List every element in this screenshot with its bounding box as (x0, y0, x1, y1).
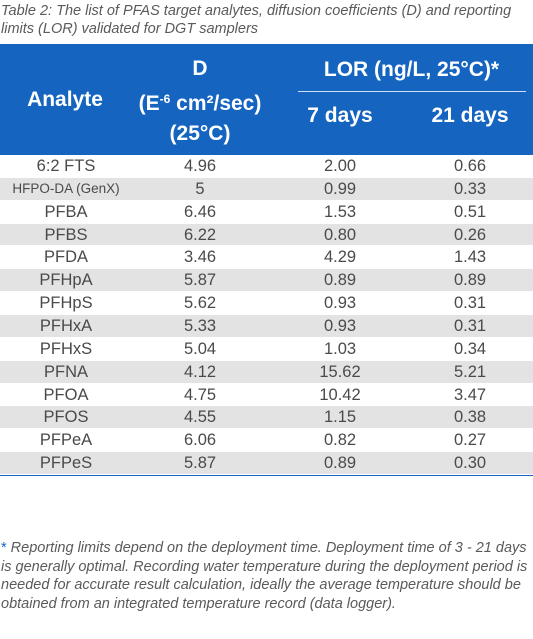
cell-lor-21: 0.26 (453, 225, 487, 244)
cell-analyte: PFOS (43, 408, 89, 427)
cell-lor-7: 0.93 (323, 317, 357, 336)
table-row: PFBS 6.22 0.80 0.26 (0, 223, 533, 247)
header-21-days: 21 days (431, 104, 509, 127)
header-analyte: Analyte (27, 88, 103, 111)
cell-lor-7: 1.03 (323, 339, 357, 358)
cell-lor-21: 0.31 (453, 294, 487, 313)
header-d-unit-suffix: cm²/sec) (170, 92, 262, 115)
cell-lor-7: 15.62 (319, 362, 361, 381)
cell-lor-7: 4.29 (323, 248, 357, 267)
cell-lor-7: 0.89 (323, 454, 357, 473)
footnote: * Reporting limits depend on the deploym… (0, 539, 533, 613)
cell-analyte: PFHxS (39, 339, 93, 358)
cell-lor-21: 3.47 (453, 385, 487, 404)
table-row: PFHpS 5.62 0.93 0.31 (0, 292, 533, 316)
cell-analyte: PFHpA (39, 271, 93, 290)
cell-d: 4.96 (183, 157, 217, 175)
cell-lor-7: 0.93 (323, 294, 357, 313)
cell-lor-7: 1.53 (323, 202, 357, 221)
cell-lor-7: 2.00 (323, 157, 357, 175)
cell-lor-21: 0.51 (453, 202, 487, 221)
table-row: PFHpA 5.87 0.89 0.89 (0, 269, 533, 293)
cell-d: 5 (195, 179, 205, 198)
cell-analyte: 6:2 FTS (36, 157, 96, 175)
cell-lor-7: 1.15 (323, 408, 357, 427)
cell-lor-7: 0.82 (323, 431, 357, 450)
cell-d: 3.46 (183, 248, 217, 267)
cell-d: 4.55 (183, 408, 217, 427)
cell-d: 4.75 (183, 385, 217, 404)
cell-analyte: PFHpS (39, 294, 93, 313)
cell-d: 5.87 (183, 454, 217, 473)
cell-analyte: PFDA (43, 248, 88, 267)
cell-d: 5.04 (183, 339, 217, 358)
table-row: 6:2 FTS 4.96 2.00 0.66 (0, 155, 533, 178)
table-row: HFPO-DA (GenX) 5 0.99 0.33 (0, 177, 533, 201)
header-d-unit-prefix: (E (138, 92, 160, 115)
cell-d: 5.87 (183, 271, 217, 290)
footnote-text: Reporting limits depend on the deploymen… (1, 540, 528, 612)
cell-lor-7: 0.89 (323, 271, 357, 290)
table-body: 6:2 FTS 4.96 2.00 0.66 HFPO-DA (GenX) 5 0.99 0… (0, 155, 533, 477)
cell-d: 5.33 (183, 317, 217, 336)
table-row: PFPeS 5.87 0.89 0.30 (0, 452, 533, 476)
cell-lor-21: 0.27 (453, 431, 487, 450)
cell-analyte: PFNA (43, 362, 88, 381)
pfas-table: Analyte D (E-6 cm²/sec) (25°C) LOR (ng/L… (0, 44, 533, 477)
table-row: PFHxS 5.04 1.03 0.34 (0, 337, 533, 361)
header-diffusion-coefficient: D (E-6 cm²/sec) (25°C) (125, 54, 275, 149)
cell-d: 4.12 (183, 362, 217, 381)
table-row: PFPeA 6.06 0.82 0.27 (0, 429, 533, 453)
cell-lor-21: 0.89 (453, 271, 487, 290)
cell-d: 6.06 (183, 431, 217, 450)
cell-analyte: HFPO-DA (GenX) (12, 180, 120, 196)
cell-d: 6.46 (183, 202, 217, 221)
cell-lor-21: 0.33 (453, 179, 487, 198)
cell-lor-21: 0.66 (453, 157, 487, 175)
cell-d: 5.62 (183, 294, 217, 313)
table-caption: Table 2: The list of PFAS target analyte… (1, 3, 512, 37)
table-row: PFHxA 5.33 0.93 0.31 (0, 315, 533, 338)
header-d-unit: (E-6 cm²/sec) (125, 84, 275, 119)
table-row: PFOA 4.75 10.42 3.47 (0, 383, 533, 407)
cell-lor-7: 0.99 (323, 179, 357, 198)
cell-analyte: PFBA (44, 202, 88, 221)
cell-analyte: PFPeA (39, 431, 93, 450)
header-d-temperature: (25°C) (169, 122, 231, 145)
header-lor-divider (298, 91, 526, 92)
table-row: PFNA 4.12 15.62 5.21 (0, 360, 533, 384)
cell-analyte: PFOA (43, 385, 89, 404)
header-d-unit-exponent: -6 (159, 92, 171, 106)
cell-lor-7: 10.42 (319, 385, 361, 404)
cell-lor-21: 5.21 (453, 362, 487, 381)
header-7-days: 7 days (307, 104, 373, 127)
cell-analyte: PFPeS (39, 454, 93, 473)
cell-analyte: PFBS (44, 225, 88, 244)
cell-d: 6.22 (183, 225, 217, 244)
cell-lor-21: 0.34 (453, 339, 487, 358)
header-lor: LOR (ng/L, 25°C)* (323, 58, 500, 81)
cell-lor-21: 0.30 (453, 454, 487, 473)
header-d-symbol: D (192, 57, 208, 80)
cell-analyte: PFHxA (39, 317, 93, 336)
table-row: PFDA 3.46 4.29 1.43 (0, 246, 533, 270)
table-row: PFBA 6.46 1.53 0.51 (0, 200, 533, 224)
table-header: Analyte D (E-6 cm²/sec) (25°C) LOR (ng/L… (0, 44, 533, 155)
cell-lor-21: 1.43 (453, 248, 487, 267)
cell-lor-21: 0.31 (453, 317, 487, 336)
cell-lor-7: 0.80 (323, 225, 357, 244)
cell-lor-21: 0.38 (453, 408, 487, 427)
table-row: PFOS 4.55 1.15 0.38 (0, 406, 533, 430)
footnote-asterisk: * (1, 540, 7, 556)
